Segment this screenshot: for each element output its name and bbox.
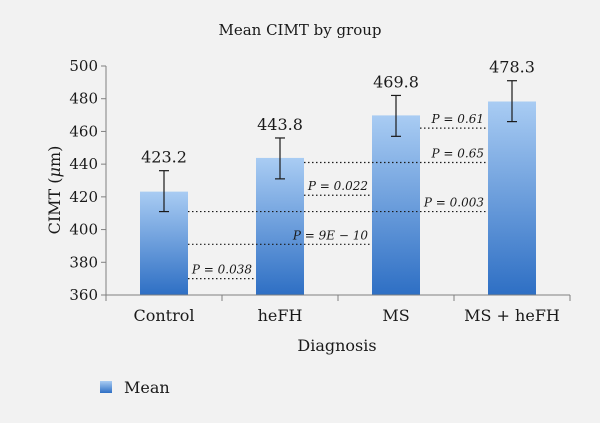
p-value-label: P = 9E − 10	[292, 228, 368, 242]
legend-label: Mean	[124, 378, 170, 397]
p-value-annotation: P = 0.022	[304, 179, 372, 196]
y-tick-label: 380	[69, 253, 98, 271]
p-value-annotation: P = 0.61	[420, 112, 488, 129]
error-bar	[507, 80, 517, 123]
legend-swatch	[100, 381, 112, 393]
error-bar	[391, 94, 401, 137]
legend: Mean	[100, 378, 170, 397]
error-bars	[159, 80, 517, 213]
data-label: 423.2	[141, 148, 187, 167]
y-tick-label: 400	[69, 221, 98, 239]
x-tick-label: MS	[382, 306, 409, 325]
x-axis-title: Diagnosis	[297, 336, 376, 355]
data-label: 443.8	[257, 115, 303, 134]
y-tick-label: 480	[69, 90, 98, 108]
y-axis: 360 380 400 420 440 460 480 500	[69, 57, 107, 304]
data-labels: 423.2 443.8 469.8 478.3	[141, 58, 535, 167]
y-tick-label: 360	[69, 286, 98, 304]
p-value-annotation: P = 0.65	[304, 147, 488, 164]
y-tick-label: 460	[69, 122, 98, 140]
data-label: 469.8	[373, 72, 419, 91]
x-tick-label: Control	[133, 306, 194, 325]
p-value-label: P = 0.022	[307, 179, 368, 193]
y-tick-label: 420	[69, 188, 98, 206]
p-value-label: P = 0.003	[423, 196, 484, 210]
p-value-label: P = 0.038	[191, 263, 252, 277]
y-tick-label: 500	[69, 57, 98, 75]
p-value-annotation: P = 9E − 10	[188, 228, 372, 245]
bar	[372, 115, 420, 295]
chart-title: Mean CIMT by group	[218, 21, 381, 39]
p-value-label: P = 0.61	[431, 112, 484, 126]
error-bar	[159, 170, 169, 213]
x-axis: Control heFH MS MS + heFH	[105, 294, 571, 325]
data-label: 478.3	[489, 58, 535, 77]
bar	[488, 101, 536, 296]
bar	[256, 157, 304, 295]
p-value-annotations: P = 0.61 P = 0.65 P = 0.022 P = 0.003 P = 9E…	[188, 112, 488, 280]
y-axis-title: CIMT (μm)	[45, 146, 64, 235]
p-value-annotation: P = 0.038	[188, 263, 256, 280]
y-tick-label: 440	[69, 155, 98, 173]
x-tick-label: MS + heFH	[464, 306, 560, 325]
x-tick-label: heFH	[258, 306, 303, 325]
p-value-annotation: P = 0.003	[188, 196, 488, 213]
p-value-label: P = 0.65	[431, 147, 484, 161]
error-bar	[275, 137, 285, 180]
